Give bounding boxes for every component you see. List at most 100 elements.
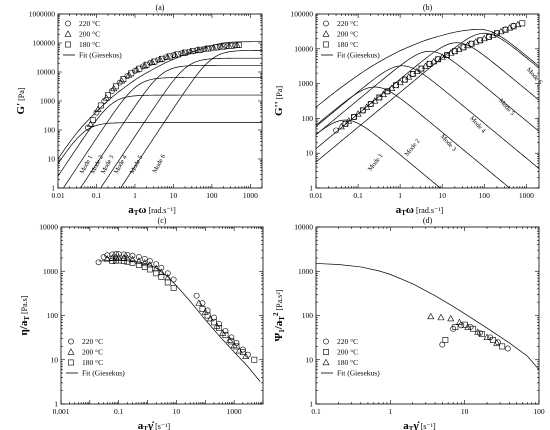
data-point-circle	[209, 44, 215, 51]
chart-panel-1: 0.01 0.1 1 10 100 1000 1 10 100 1000 10000 100000 10…	[15, 3, 263, 217]
data-point-circle	[224, 43, 231, 50]
data-point-square	[519, 20, 526, 27]
data-point-circle	[170, 276, 177, 283]
x-axis-label: aTγ̇ [s⁻¹]	[403, 420, 436, 430]
y-axis-label: Ψ1/aT2 [Pa.s²]	[272, 289, 286, 341]
data-point-triangle	[120, 254, 128, 261]
x-label-symbol: γ̇	[147, 420, 154, 430]
data-point-square	[120, 76, 127, 82]
legend-circle-marker	[323, 20, 329, 27]
legend-label: 220 °C	[337, 337, 358, 346]
data-point-square	[204, 312, 211, 319]
data-point-square	[205, 45, 212, 52]
data-point-square	[174, 51, 181, 58]
data-point-square	[460, 44, 467, 51]
data-point-triangle	[103, 255, 111, 262]
x-tick-label: 100	[479, 191, 491, 200]
x-tick-label: 10	[438, 191, 446, 200]
legend-circle-marker	[323, 338, 329, 345]
mode-3-curve	[316, 65, 539, 169]
data-point-circle	[199, 300, 206, 307]
mode-5-curve	[100, 57, 262, 188]
data-point-square	[89, 117, 96, 123]
y-tick-label: 100	[47, 311, 59, 320]
data-point-square	[120, 258, 127, 264]
data-point-circle	[451, 48, 458, 55]
data-point-square	[170, 285, 177, 291]
mode-3-curve	[62, 77, 262, 188]
data-point-square	[158, 273, 165, 280]
data-point-square	[451, 48, 458, 55]
data-point-triangle	[226, 336, 234, 343]
y-label-mid: /a	[273, 320, 285, 330]
legend-label: Fit (Giesekus)	[82, 369, 125, 378]
data-point-square	[143, 61, 150, 68]
legend-label: 180 °C	[337, 40, 358, 49]
x-tick-label: 1	[133, 191, 137, 200]
x-tick-label: 10	[173, 407, 181, 416]
data-point-circle	[204, 307, 211, 314]
data-point-square	[409, 70, 416, 77]
y-axis-label: G'' [Pa]	[273, 86, 285, 116]
x-label-unit: [rad.s⁻¹]	[414, 206, 444, 215]
y-tick-label: 1	[309, 400, 313, 409]
y-tick-label: 10	[306, 149, 314, 158]
data-point-square	[136, 65, 143, 72]
legend-square-marker	[323, 41, 329, 48]
y-tick-label: 1000	[40, 97, 55, 106]
data-point-square	[499, 343, 506, 350]
panel-label: (b)	[423, 3, 433, 12]
data-point-circle	[116, 79, 123, 86]
panel-label: (c)	[158, 216, 167, 225]
x-tick-label: 0.1	[114, 407, 124, 416]
data-point-triangle	[156, 55, 164, 63]
data-point-circle	[155, 57, 162, 63]
x-label-main: a	[138, 420, 144, 430]
legend-circle-marker	[68, 338, 74, 345]
plot-area	[95, 251, 261, 382]
data-point-square	[146, 266, 153, 273]
data-point-square	[233, 343, 240, 350]
x-label-subscript: T	[134, 209, 139, 217]
x-tick-label: 100	[533, 407, 545, 416]
mode-2-curve	[58, 94, 262, 177]
data-point-triangle	[483, 333, 491, 341]
mode-1-curve	[58, 122, 262, 164]
data-point-square	[228, 42, 235, 49]
data-point-circle	[245, 351, 251, 358]
data-point-triangle	[455, 318, 463, 325]
x-label-symbol: ω	[138, 204, 146, 216]
data-point-triangle	[128, 255, 136, 263]
data-point-triangle	[493, 339, 501, 346]
y-label-subscript: 1	[278, 329, 286, 333]
y-axis-label: η/aT [Pa.s]	[18, 295, 31, 335]
data-point-square	[153, 270, 160, 277]
data-point-square	[384, 88, 391, 95]
y-tick-label: 100	[302, 311, 314, 320]
data-point-circle	[95, 259, 102, 266]
x-label-subscript: T	[409, 425, 414, 430]
data-point-square	[97, 102, 104, 109]
y-label-subscript-2: T	[278, 316, 286, 321]
mode-label: Mode 5	[129, 154, 145, 175]
data-point-circle	[232, 42, 239, 49]
data-point-triangle	[413, 67, 421, 74]
x-axis-label: aTω [rad.s⁻¹]	[128, 204, 176, 217]
data-point-triangle	[87, 120, 95, 127]
x-tick-label: 1	[388, 407, 392, 416]
data-point-circle	[216, 44, 223, 50]
data-point-square	[164, 279, 171, 286]
data-point-square	[222, 332, 229, 339]
legend-triangle-marker	[322, 358, 330, 366]
data-point-triangle	[125, 71, 133, 78]
y-tick-label: 1	[51, 184, 55, 193]
legend-circle-marker	[65, 20, 71, 27]
x-label-symbol: ω	[406, 204, 414, 216]
data-point-triangle	[141, 61, 149, 69]
data-point-circle	[147, 60, 154, 66]
legend-triangle-marker	[67, 348, 75, 355]
data-point-square	[158, 55, 165, 62]
